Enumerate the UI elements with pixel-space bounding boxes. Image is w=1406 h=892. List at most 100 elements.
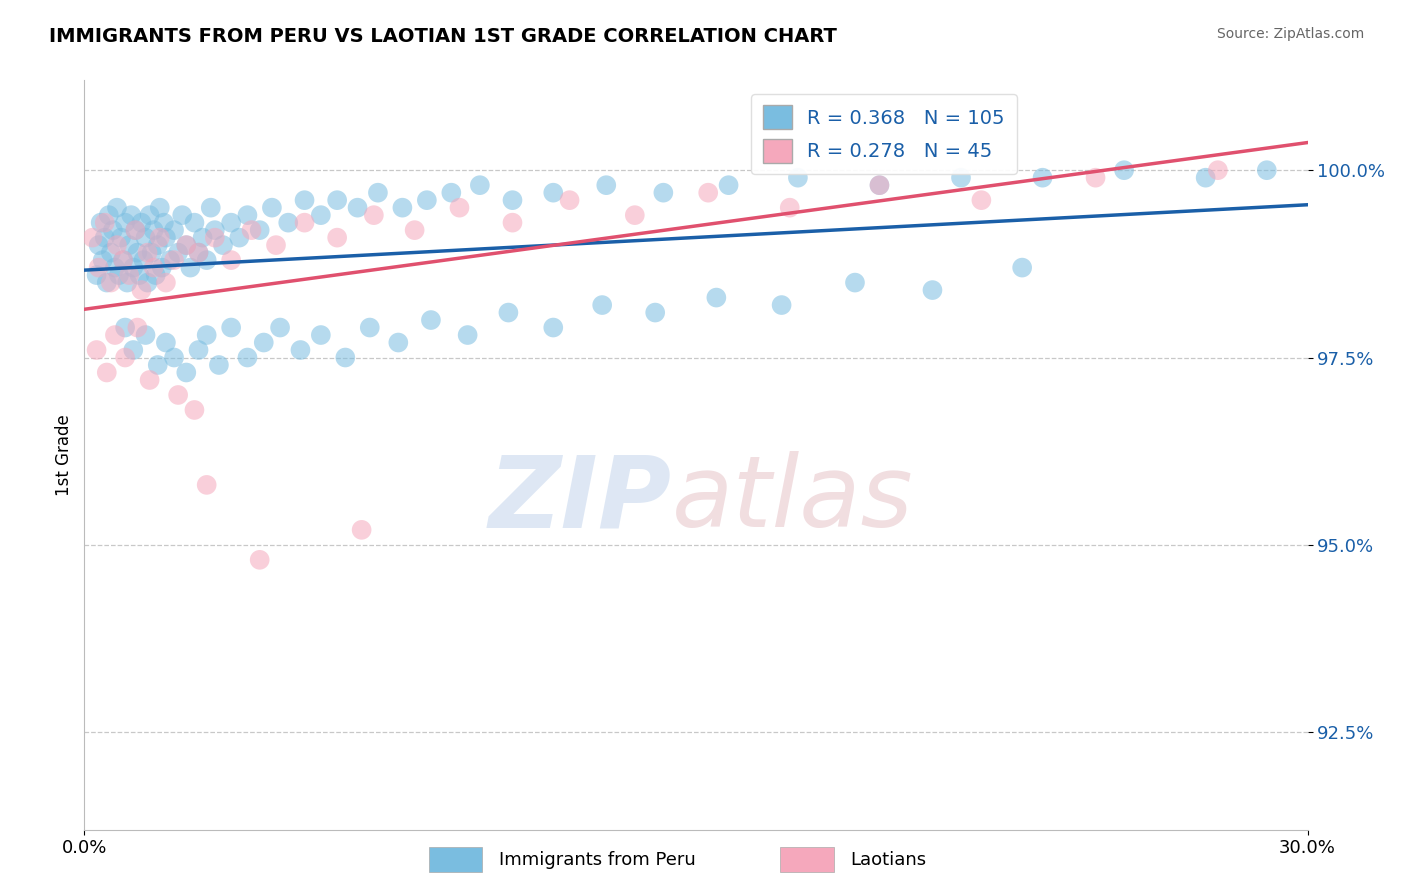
Y-axis label: 1st Grade: 1st Grade [55,414,73,496]
Point [264,238,287,252]
Point [236,208,259,222]
Point [150,260,173,275]
Point [779,201,801,215]
Point [346,201,368,215]
Point [127,320,149,334]
Point [204,230,226,244]
Text: Laotians: Laotians [851,851,927,869]
Point [869,178,891,193]
Point [543,320,565,334]
Point [652,186,675,200]
Point [118,268,141,282]
Point [290,343,312,357]
Point [359,320,381,334]
Point [200,201,222,215]
Point [249,553,271,567]
Point [191,230,214,244]
Point [1114,163,1136,178]
Point [87,238,110,252]
Point [240,223,263,237]
Point [644,305,666,319]
Point [97,208,120,222]
Point [1032,170,1054,185]
Point [124,223,146,237]
Point [146,358,169,372]
Point [149,230,172,244]
Point [195,478,218,492]
Point [717,178,740,193]
Point [449,201,471,215]
Point [204,223,226,237]
Point [131,216,153,230]
Point [131,283,153,297]
Point [195,253,218,268]
Point [277,216,299,230]
Point [183,403,205,417]
Point [416,193,439,207]
Point [921,283,943,297]
Point [114,320,136,334]
Point [219,216,242,230]
Point [115,276,138,290]
Text: ZIP: ZIP [488,451,672,549]
Point [770,298,793,312]
Point [100,245,122,260]
Point [706,291,728,305]
Point [787,170,810,185]
Point [112,253,135,268]
Point [440,186,463,200]
Point [142,223,165,237]
Point [326,193,349,207]
Point [498,305,520,319]
Point [112,253,135,268]
Point [294,193,316,207]
Point [391,201,413,215]
Point [110,230,132,244]
Point [174,366,197,380]
Point [335,351,357,365]
Point [118,238,141,252]
Point [1256,163,1278,178]
Point [163,351,186,365]
Point [195,328,218,343]
Point [183,216,205,230]
Point [155,230,177,244]
Point [146,238,169,252]
Point [420,313,443,327]
Point [950,170,973,185]
Point [294,216,316,230]
Point [208,358,231,372]
Point [141,245,163,260]
Point [163,253,186,268]
Text: Immigrants from Peru: Immigrants from Peru [499,851,696,869]
Point [1084,170,1107,185]
Point [326,230,349,244]
Point [105,201,128,215]
Point [697,186,720,200]
Point [155,276,177,290]
Point [187,245,209,260]
Point [558,193,581,207]
Point [120,208,142,222]
Point [309,328,332,343]
Point [135,328,157,343]
Point [387,335,409,350]
Point [104,260,127,275]
Point [187,245,209,260]
Point [219,320,242,334]
Point [114,216,136,230]
Point [350,523,373,537]
Point [163,223,186,237]
Point [174,238,197,252]
Point [138,373,160,387]
Point [167,388,190,402]
Point [187,343,209,357]
Point [124,223,146,237]
Point [96,366,118,380]
Point [132,253,155,268]
Text: atlas: atlas [672,451,912,549]
Point [100,276,122,290]
Point [543,186,565,200]
Point [93,230,115,244]
Point [87,260,110,275]
